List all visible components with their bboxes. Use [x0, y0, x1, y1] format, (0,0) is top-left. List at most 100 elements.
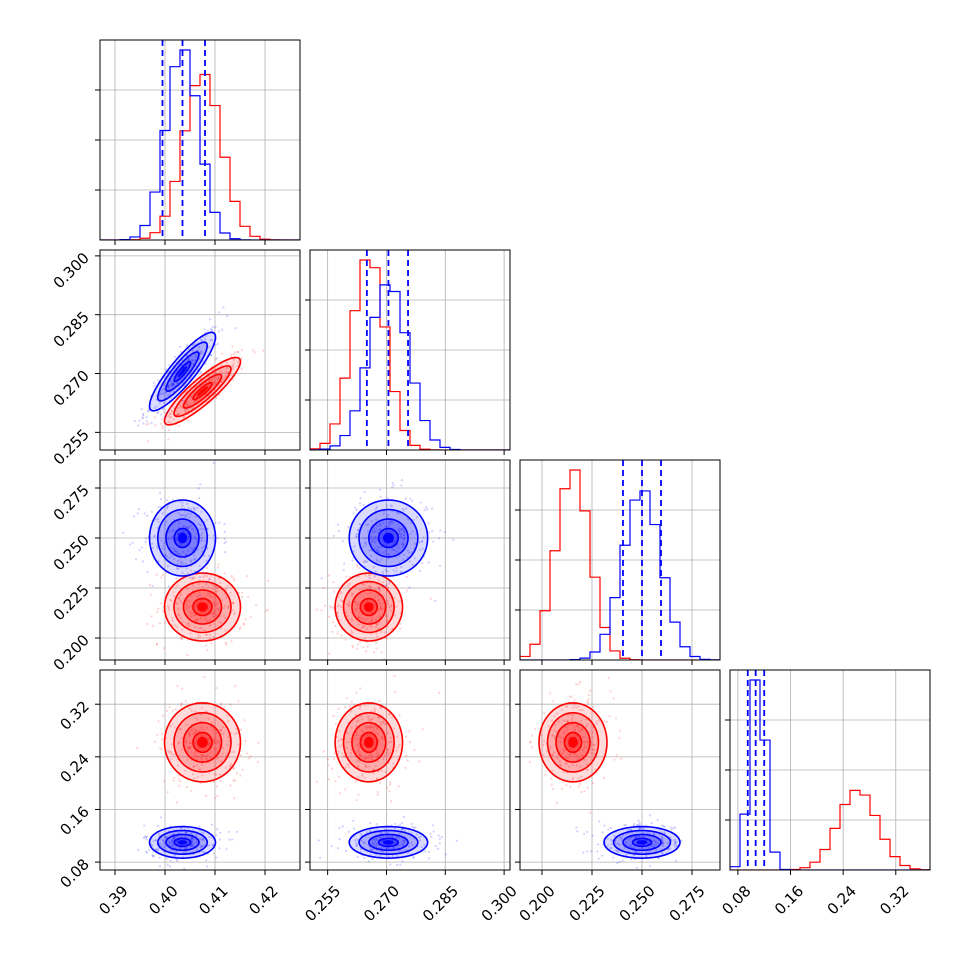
sample-point	[179, 345, 182, 348]
sample-point	[170, 743, 173, 746]
sample-point	[370, 535, 373, 538]
sample-point	[200, 539, 203, 543]
sample-point	[176, 602, 179, 605]
sample-point	[396, 835, 399, 839]
sample-point	[673, 845, 677, 848]
sample-point	[187, 526, 190, 529]
sample-point	[374, 641, 378, 644]
contour-line-3	[348, 825, 429, 859]
sample-point	[170, 409, 174, 412]
sample-point	[366, 560, 369, 563]
contour-line-3	[148, 499, 217, 577]
sample-point	[405, 589, 409, 592]
sample-point	[350, 726, 353, 729]
sample-point	[662, 841, 665, 844]
sample-point	[189, 745, 192, 748]
sample-point	[192, 506, 195, 509]
sample-point	[190, 844, 193, 847]
sample-point	[191, 841, 194, 845]
sample-point	[212, 584, 216, 587]
sample-point	[571, 706, 574, 709]
sample-point	[199, 524, 203, 527]
joint-blue	[122, 461, 228, 597]
sample-point	[425, 508, 429, 511]
sample-point	[552, 787, 555, 790]
sample-point	[570, 713, 573, 716]
sample-point	[358, 575, 361, 578]
sample-point	[401, 542, 404, 545]
sample-point	[181, 529, 184, 532]
sample-point	[412, 826, 416, 830]
sample-point	[191, 837, 195, 840]
sample-point	[343, 562, 346, 565]
panel-border	[309, 459, 511, 661]
sample-point	[196, 618, 199, 621]
sample-point	[656, 842, 659, 845]
sample-point	[161, 424, 164, 428]
sample-point	[386, 854, 389, 857]
sample-point	[566, 705, 569, 708]
sample-point	[356, 528, 360, 531]
sample-point	[618, 737, 621, 740]
sample-point	[633, 846, 636, 850]
histogram-red	[310, 259, 510, 450]
sample-point	[209, 756, 212, 759]
sample-point	[553, 715, 556, 718]
sample-point	[393, 827, 396, 831]
sample-point	[569, 754, 572, 757]
sample-point	[176, 532, 180, 535]
sample-point	[194, 731, 197, 734]
sample-point	[215, 396, 218, 399]
sample-point	[201, 734, 204, 737]
sample-point	[601, 831, 604, 834]
sample-point	[590, 850, 593, 853]
sample-point	[232, 379, 235, 382]
sample-point	[379, 606, 382, 609]
contour-line-1	[368, 518, 409, 558]
sample-point	[202, 832, 205, 835]
sample-point	[164, 836, 167, 839]
sample-point	[404, 829, 407, 832]
sample-point	[200, 339, 203, 342]
sample-point	[617, 850, 620, 853]
sample-point	[406, 759, 409, 762]
sample-point	[393, 548, 396, 552]
sample-point	[603, 824, 606, 827]
sample-point	[406, 549, 409, 552]
sample-point	[201, 713, 204, 716]
sample-point	[379, 528, 382, 531]
sample-point	[583, 790, 586, 793]
sample-point	[225, 540, 228, 543]
sample-point	[555, 730, 558, 733]
sample-point	[566, 720, 569, 723]
sample-point	[569, 723, 573, 726]
sample-point	[395, 863, 399, 867]
sample-point	[616, 843, 620, 846]
sample-point	[352, 550, 355, 553]
sample-point	[215, 747, 218, 750]
sample-point	[151, 624, 154, 627]
sample-point	[358, 754, 362, 757]
sample-point	[339, 599, 343, 602]
sample-point	[369, 585, 372, 589]
sample-point	[574, 734, 577, 737]
sample-point	[376, 560, 379, 563]
sample-point	[190, 845, 194, 848]
sample-point	[383, 754, 386, 757]
sample-point	[158, 402, 161, 405]
sample-point	[586, 741, 589, 744]
contour-line-1	[368, 833, 409, 852]
sample-point	[222, 306, 225, 309]
sample-point	[230, 838, 234, 841]
sample-point	[209, 574, 212, 577]
contour-line-1	[182, 589, 223, 625]
sample-point	[224, 641, 227, 644]
sample-point	[187, 572, 190, 575]
contour-line-0	[377, 837, 400, 848]
sample-point	[390, 603, 393, 606]
sample-point	[355, 603, 359, 606]
sample-point	[237, 743, 241, 746]
sample-point	[193, 537, 197, 540]
sample-point	[345, 763, 349, 766]
sample-point	[383, 722, 387, 725]
